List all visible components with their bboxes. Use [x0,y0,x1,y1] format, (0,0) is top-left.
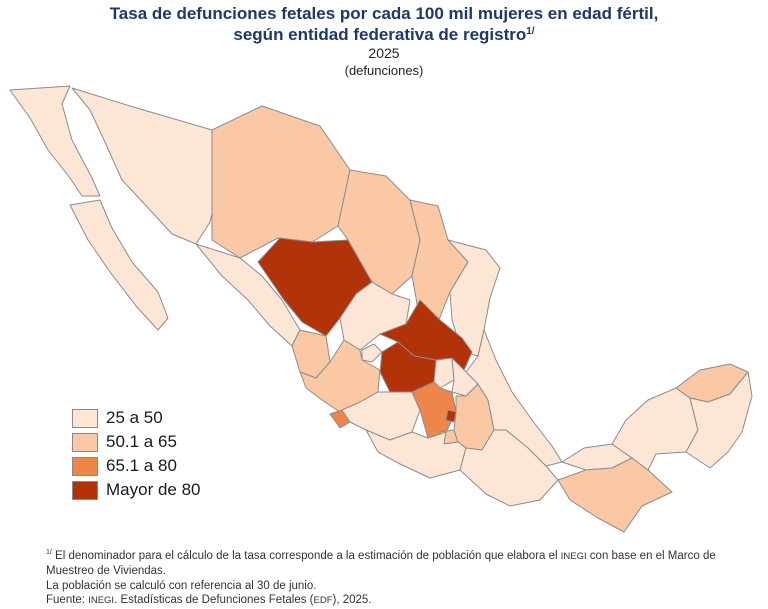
map-year: 2025 [368,45,400,61]
source-label: Fuente: [46,594,89,607]
footnote-mark: 1/ [46,549,52,556]
footnotes: 1/ El denominador para el cálculo de la … [46,546,758,609]
state-baja-california [9,85,101,197]
footnote-denominator: 1/ El denominador para el cálculo de la … [46,546,758,579]
map-unit: (defunciones) [344,63,424,78]
state-baja-california-sur [69,199,169,331]
footnote-source: Fuente: INEGI. Estadísticas de Defuncion… [46,593,758,609]
source-edf: EDF [313,595,333,607]
map-legend: 25 a 50 50.1 a 65 65.1 a 80 Mayor de 80 [72,406,201,502]
legend-label: Mayor de 80 [106,480,201,499]
state-guerrero [365,429,467,479]
title-line-1: Tasa de defunciones fetales por cada 100… [109,4,659,23]
state-quintana-roo [685,371,753,469]
mexico-map [9,85,753,533]
source-text: . Estadísticas de Defunciones Fetales ( [114,594,314,607]
title-line-2-text: según entidad federativa de registro [233,25,527,44]
legend-label: 25 a 50 [106,408,163,427]
source-year: ), 2025. [332,594,372,607]
state-nuevo-leon [409,199,469,323]
legend-item-50-65: 50.1 a 65 [72,430,201,454]
footnote-population: La población se calculó con referencia a… [46,579,317,592]
legend-item-25-50: 25 a 50 [72,406,201,430]
legend-item-65-80: 65.1 a 80 [72,454,201,478]
legend-item-mayor-80: Mayor de 80 [72,478,201,502]
state-sonora [71,87,219,245]
title-line-2: según entidad federativa de registro1/ [0,24,768,45]
state-chihuahua [211,105,351,259]
state-aguascalientes [361,343,383,363]
legend-swatch-c4 [72,480,98,500]
map-title: Tasa de defunciones fetales por cada 100… [0,3,768,45]
legend-swatch-c2 [72,432,98,452]
source-inegi: INEGI [88,595,115,607]
footnote-text-b: con base en el Marco de Muestreo de Vivi… [46,549,716,578]
state-oaxaca [459,429,559,507]
footnote-text-a: El denominador para el cálculo de la tas… [51,549,561,562]
legend-swatch-c1 [72,408,98,428]
state-ciudad-de-mexico [445,409,457,423]
state-queretaro [433,357,455,389]
legend-label: 65.1 a 80 [106,456,177,475]
state-chiapas [557,457,673,533]
footnote-inegi: INEGI [560,550,587,562]
title-footnote-mark: 1/ [526,26,535,37]
legend-label: 50.1 a 65 [106,432,177,451]
legend-swatch-c3 [72,456,98,476]
